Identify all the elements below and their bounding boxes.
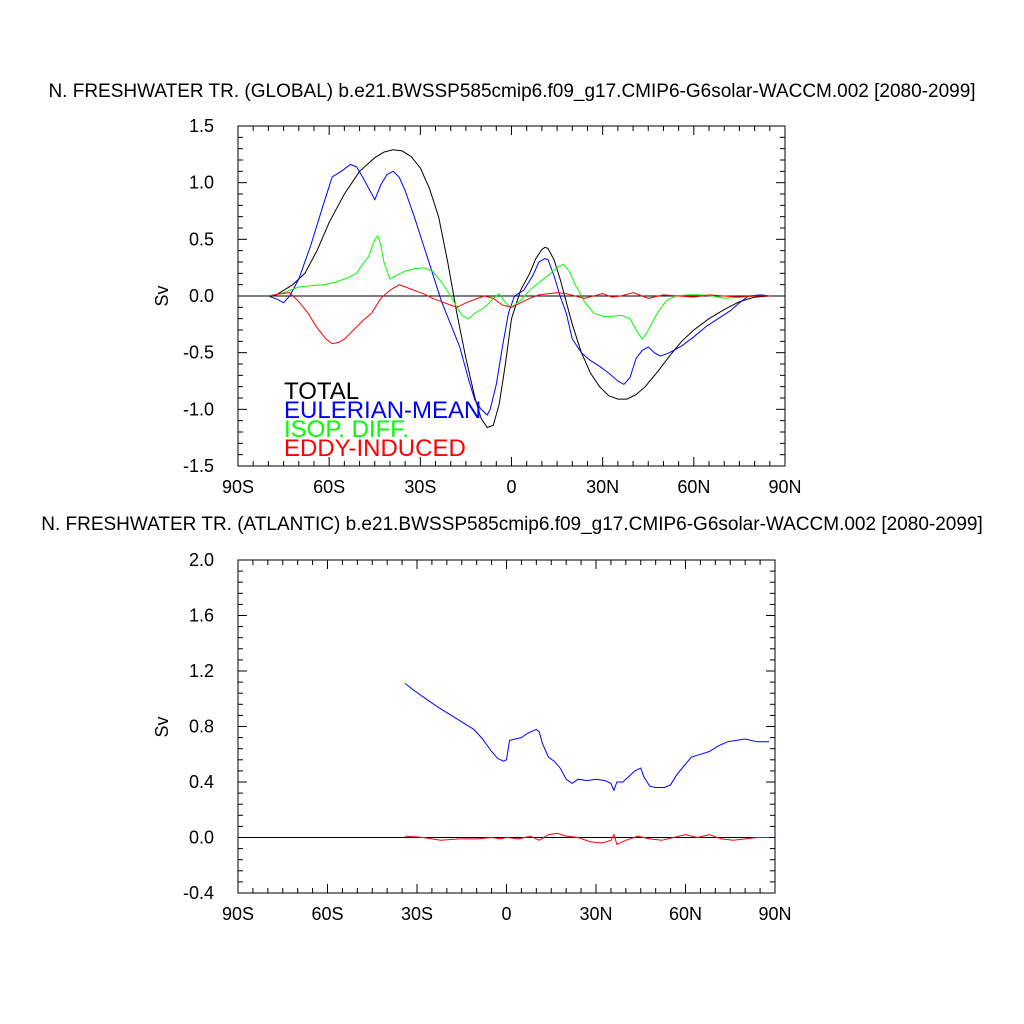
x-tick-label: 30N (579, 904, 612, 924)
x-tick-label: 60S (313, 477, 345, 497)
x-tick-label: 90S (222, 477, 254, 497)
x-tick-label: 0 (501, 904, 511, 924)
legend-entry: EDDY-INDUCED (284, 435, 466, 462)
y-tick-label: -0.5 (183, 343, 214, 363)
series-line-total (274, 149, 770, 429)
y-tick-label: 0.0 (189, 286, 214, 306)
y-tick-label: 1.6 (189, 606, 214, 626)
x-tick-label: 60N (677, 477, 710, 497)
tick-labels: 90S 60S 30S 0 30N 60N 90N -1.5 -1.0 -0.5 0.0 0.5 1.0… (183, 116, 802, 497)
tick-labels: 90S 60S 30S 0 30N 60N 90N -0.4 0.0 0.4 0.8 1.2 1.6 2.… (183, 550, 792, 924)
series-line-eddy-induced (268, 284, 770, 345)
y-tick-label: 0.8 (189, 717, 214, 737)
chart-title: N. FRESHWATER TR. (GLOBAL) b.e21.BWSSP58… (48, 81, 975, 102)
axes (237, 125, 786, 467)
legend-entry: EULERIAN-MEAN (284, 397, 481, 424)
atlantic-panel: N. FRESHWATER TR. (ATLANTIC) b.e21.BWSSP… (41, 514, 983, 924)
series-line-eddy-induced (405, 832, 769, 846)
global-panel: N. FRESHWATER TR. (GLOBAL) b.e21.BWSSP58… (48, 81, 975, 497)
y-tick-label: -0.4 (183, 883, 214, 903)
y-axis-label: Sv (152, 285, 172, 306)
y-tick-label: 2.0 (189, 550, 214, 570)
x-tick-label: 60N (669, 904, 702, 924)
axes (237, 559, 776, 894)
y-axis-label: Sv (152, 716, 172, 737)
series-line-eulerian-mean (268, 163, 770, 416)
series-line-isop-diff (268, 234, 770, 340)
x-tick-label: 90N (758, 904, 791, 924)
x-tick-label: 60S (311, 904, 343, 924)
x-tick-label: 30S (401, 904, 433, 924)
x-tick-label: 0 (506, 477, 516, 497)
plot-frame (237, 559, 776, 894)
y-tick-label: 0.0 (189, 828, 214, 848)
series-line-eulerian-mean (404, 683, 769, 792)
x-tick-label: 30S (404, 477, 436, 497)
y-tick-label: 0.5 (189, 229, 214, 249)
legend-entry: TOTAL (284, 378, 359, 405)
series-lines (268, 149, 770, 429)
y-tick-label: -1.5 (183, 456, 214, 476)
x-tick-label: 90N (768, 477, 801, 497)
y-tick-label: 1.5 (189, 116, 214, 136)
y-tick-label: 1.2 (189, 661, 214, 681)
x-tick-label: 90S (222, 904, 254, 924)
series-lines (404, 683, 769, 846)
y-tick-label: -1.0 (183, 399, 214, 419)
chart-title: N. FRESHWATER TR. (ATLANTIC) b.e21.BWSSP… (41, 514, 983, 535)
x-tick-label: 30N (586, 477, 619, 497)
y-tick-label: 1.0 (189, 173, 214, 193)
legend-entry: ISOP. DIFF. (284, 416, 409, 443)
y-tick-label: 0.4 (189, 772, 214, 792)
